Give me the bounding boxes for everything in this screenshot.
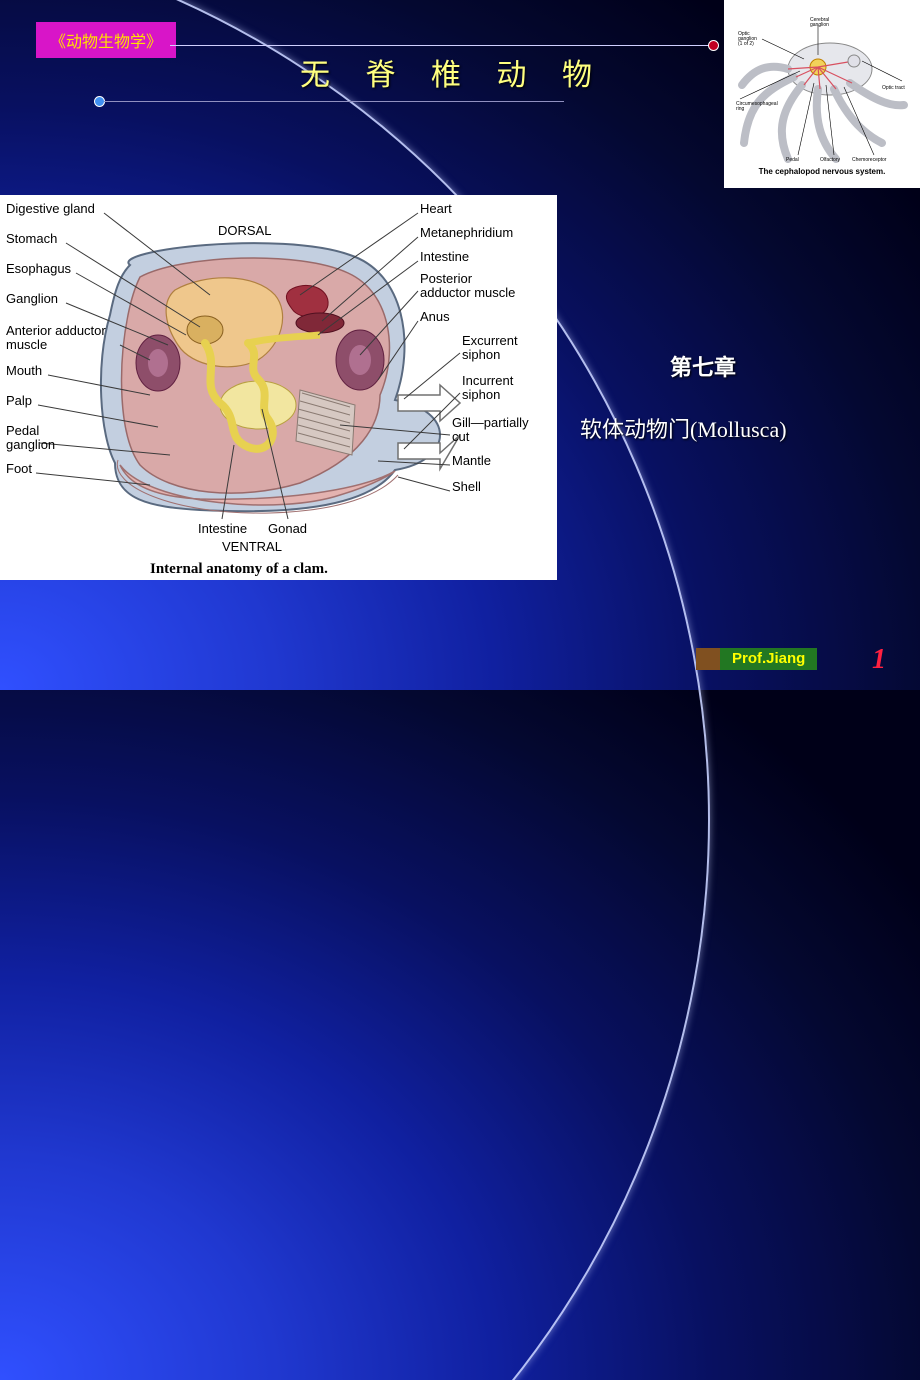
ventral-label: VENTRAL xyxy=(222,539,282,554)
main-title: 无 脊 椎 动 物 xyxy=(290,50,606,94)
clam-label: Palp xyxy=(6,393,32,408)
clam-label: Ganglion xyxy=(6,291,58,306)
divider-top xyxy=(170,45,710,46)
clam-label: Gill—partially xyxy=(452,415,529,430)
clam-label: Mantle xyxy=(452,453,491,468)
page-number: 1 xyxy=(872,644,886,676)
chapter-number: 第七章 xyxy=(670,350,736,382)
title-char: 动 xyxy=(497,59,531,92)
clam-label: Posterior xyxy=(420,271,473,286)
clam-label: Pedal xyxy=(6,423,39,438)
clam-label: Anterior adductor xyxy=(6,323,106,338)
clam-label: Metanephridium xyxy=(420,225,513,240)
clam-label: Incurrent xyxy=(462,373,514,388)
clam-label: Intestine xyxy=(198,521,247,536)
svg-text:muscle: muscle xyxy=(6,337,47,352)
clam-label: Anus xyxy=(420,309,450,324)
octopus-svg: Cerebralganglion Opticganglion(1 of 2) O… xyxy=(734,13,910,163)
divider-sub xyxy=(104,101,564,102)
clam-label: Excurrent xyxy=(462,333,518,348)
clam-figure: Digestive gland Stomach Esophagus Gangli… xyxy=(0,195,557,580)
clam-label: Stomach xyxy=(6,231,57,246)
svg-text:Olfactory: Olfactory xyxy=(820,157,841,163)
svg-text:(1 of 2): (1 of 2) xyxy=(738,41,754,47)
svg-text:ring: ring xyxy=(736,106,745,112)
svg-text:Optic tract: Optic tract xyxy=(882,85,905,91)
title-char: 脊 xyxy=(366,59,400,92)
professor-box: Prof.Jiang xyxy=(696,648,817,670)
octopus-caption: The cephalopod nervous system. xyxy=(759,167,886,176)
chapter-title: 软体动物门(Mollusca) xyxy=(580,412,787,444)
svg-text:ganglion: ganglion xyxy=(6,437,55,452)
svg-text:Pedal: Pedal xyxy=(786,157,799,163)
clam-label: Digestive gland xyxy=(6,201,95,216)
clam-label: Gonad xyxy=(268,521,307,536)
course-label-box: 《动物生物学》 xyxy=(36,22,176,58)
svg-text:siphon: siphon xyxy=(462,387,500,402)
clam-label: Esophagus xyxy=(6,261,72,276)
svg-text:cut: cut xyxy=(452,429,470,444)
clam-caption: Internal anatomy of a clam. xyxy=(150,561,328,577)
svg-text:adductor muscle: adductor muscle xyxy=(420,285,515,300)
course-label-text: 《动物生物学》 xyxy=(50,34,162,51)
clam-label: Heart xyxy=(420,201,452,216)
title-char: 椎 xyxy=(431,59,465,92)
octopus-figure: Cerebralganglion Opticganglion(1 of 2) O… xyxy=(724,0,920,188)
title-char: 无 xyxy=(300,59,334,92)
clam-label: Shell xyxy=(452,479,481,494)
title-char: 物 xyxy=(562,59,596,92)
dorsal-label: DORSAL xyxy=(218,223,271,238)
clam-label: Foot xyxy=(6,461,32,476)
clam-label: Intestine xyxy=(420,249,469,264)
clam-label: Mouth xyxy=(6,363,42,378)
svg-text:ganglion: ganglion xyxy=(810,22,829,28)
professor-name: Prof.Jiang xyxy=(732,650,805,667)
svg-text:Chemoreceptor: Chemoreceptor xyxy=(852,157,887,163)
dot-red-icon xyxy=(708,40,719,51)
svg-text:siphon: siphon xyxy=(462,347,500,362)
